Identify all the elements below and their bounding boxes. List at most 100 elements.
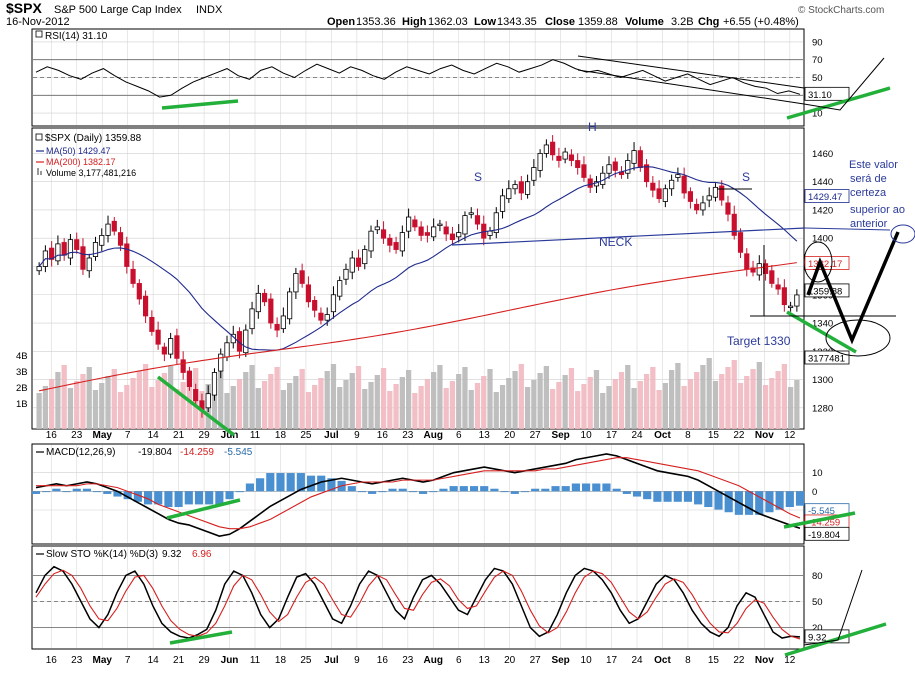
candle-body (499, 195, 506, 212)
volume-bar (224, 393, 230, 429)
candle-body (706, 195, 712, 201)
sto-projection (803, 569, 863, 646)
candle-body (437, 223, 443, 226)
volume-bar (531, 380, 537, 429)
candle-body (211, 372, 218, 396)
volume-bar (318, 378, 324, 429)
macd-histogram-bar (72, 488, 81, 492)
x-axis-label: 13 (479, 430, 491, 441)
volume-bar (449, 381, 456, 429)
volume-bar (794, 380, 800, 429)
volume-bar (431, 372, 437, 429)
candle-body (662, 188, 668, 202)
macd-histogram-bar (42, 491, 51, 493)
macd-histogram-bar (184, 491, 193, 505)
volume-bar (324, 371, 330, 429)
high-value: 1362.03 (428, 16, 468, 28)
macd-histogram-bar (194, 491, 204, 505)
x-axis-label: 21 (173, 655, 185, 666)
macd-histogram-bar (510, 491, 519, 494)
sto-trendline-green-left (169, 630, 233, 645)
volume-tick-label: 2B (16, 383, 28, 394)
projection-v (806, 231, 900, 345)
candle-body (512, 184, 518, 190)
candle-body (362, 249, 368, 265)
macd-signal-last-tag-text: -14.259 (808, 517, 840, 528)
candle-body (756, 263, 762, 276)
macd-trendline-green-left (166, 498, 241, 520)
macd-histogram-bar (235, 491, 244, 493)
note-line-1: Este valor (849, 159, 898, 171)
x-axis-label: 12 (784, 430, 796, 441)
x-axis-label: Nov (755, 655, 774, 666)
candle-body (330, 294, 337, 313)
x-axis-label: 9 (354, 430, 360, 441)
x-axis-label: 16 (377, 430, 389, 441)
candle-body (130, 268, 136, 284)
candle-body (550, 141, 556, 156)
candle-body (255, 292, 261, 313)
macd-histogram-bar (296, 473, 305, 492)
ma50-last-tag: 1429.47 (804, 189, 850, 203)
candle-body (462, 215, 468, 235)
candle-body (380, 229, 387, 239)
candle-body (111, 220, 117, 232)
volume-bar (719, 374, 725, 429)
ma200-last-tag: 1382.17 (804, 256, 850, 270)
x-axis-label: 7 (125, 430, 131, 441)
volume-bar (261, 381, 268, 429)
volume-bar (662, 383, 668, 429)
candle-body (80, 246, 86, 270)
volume-bar (731, 360, 737, 429)
sto-last-tag-text: 9.32 (808, 632, 827, 643)
volume-bar (211, 377, 218, 429)
candle-body (387, 237, 393, 246)
volume-bar (80, 374, 86, 429)
brand-link[interactable]: © StockCharts.com (798, 5, 884, 16)
volume-bar (556, 382, 562, 429)
volume-bar (387, 391, 393, 429)
x-axis-label: 21 (173, 430, 185, 441)
label-head: H (588, 120, 597, 134)
x-axis-label: 23 (71, 430, 83, 441)
candle-body (312, 300, 318, 311)
candle-body (136, 283, 142, 300)
macd-histogram-bar (103, 491, 112, 494)
volume-bar (268, 374, 274, 429)
macd-histogram-bar (266, 473, 275, 492)
volume-bar (49, 379, 55, 429)
candle-body (725, 202, 731, 215)
volume-bar (337, 387, 343, 429)
macd-histogram-bar (306, 475, 316, 492)
x-axis-label: 9 (354, 655, 360, 666)
candle-body (562, 151, 568, 160)
candle-body (637, 150, 643, 168)
volume-bar (518, 364, 524, 429)
note-line-3: certeza (850, 187, 887, 199)
candle-body (142, 295, 149, 317)
x-axis-label: 25 (300, 430, 312, 441)
close-last-tag-box (804, 283, 850, 298)
price-tick-label: 1300 (812, 375, 833, 386)
low-label: Low (474, 16, 496, 28)
candle-body (343, 268, 349, 280)
candle-body (117, 232, 124, 246)
note-line-2: será de (850, 173, 887, 185)
candle-body (556, 155, 562, 161)
volume-bar (725, 367, 731, 429)
volume-bar (631, 388, 637, 429)
macd-histogram-bar (82, 488, 92, 492)
volume-bar (61, 365, 67, 429)
macd-histogram-bar (500, 491, 509, 493)
sto-tick-label: 20 (812, 623, 823, 634)
volume-last-tag-box (804, 350, 850, 365)
x-axis-label: 10 (581, 655, 593, 666)
volume-tick-label: 1B (16, 399, 28, 410)
volume-bar (462, 367, 468, 429)
macd-histogram-bar (612, 488, 621, 492)
macd-legend-prefix: MACD(12,26,9) (46, 447, 115, 458)
volume-bar (149, 387, 155, 429)
volume-tick-label: 3B (16, 367, 28, 378)
candle-body (337, 280, 343, 297)
x-axis-label: 8 (685, 655, 691, 666)
